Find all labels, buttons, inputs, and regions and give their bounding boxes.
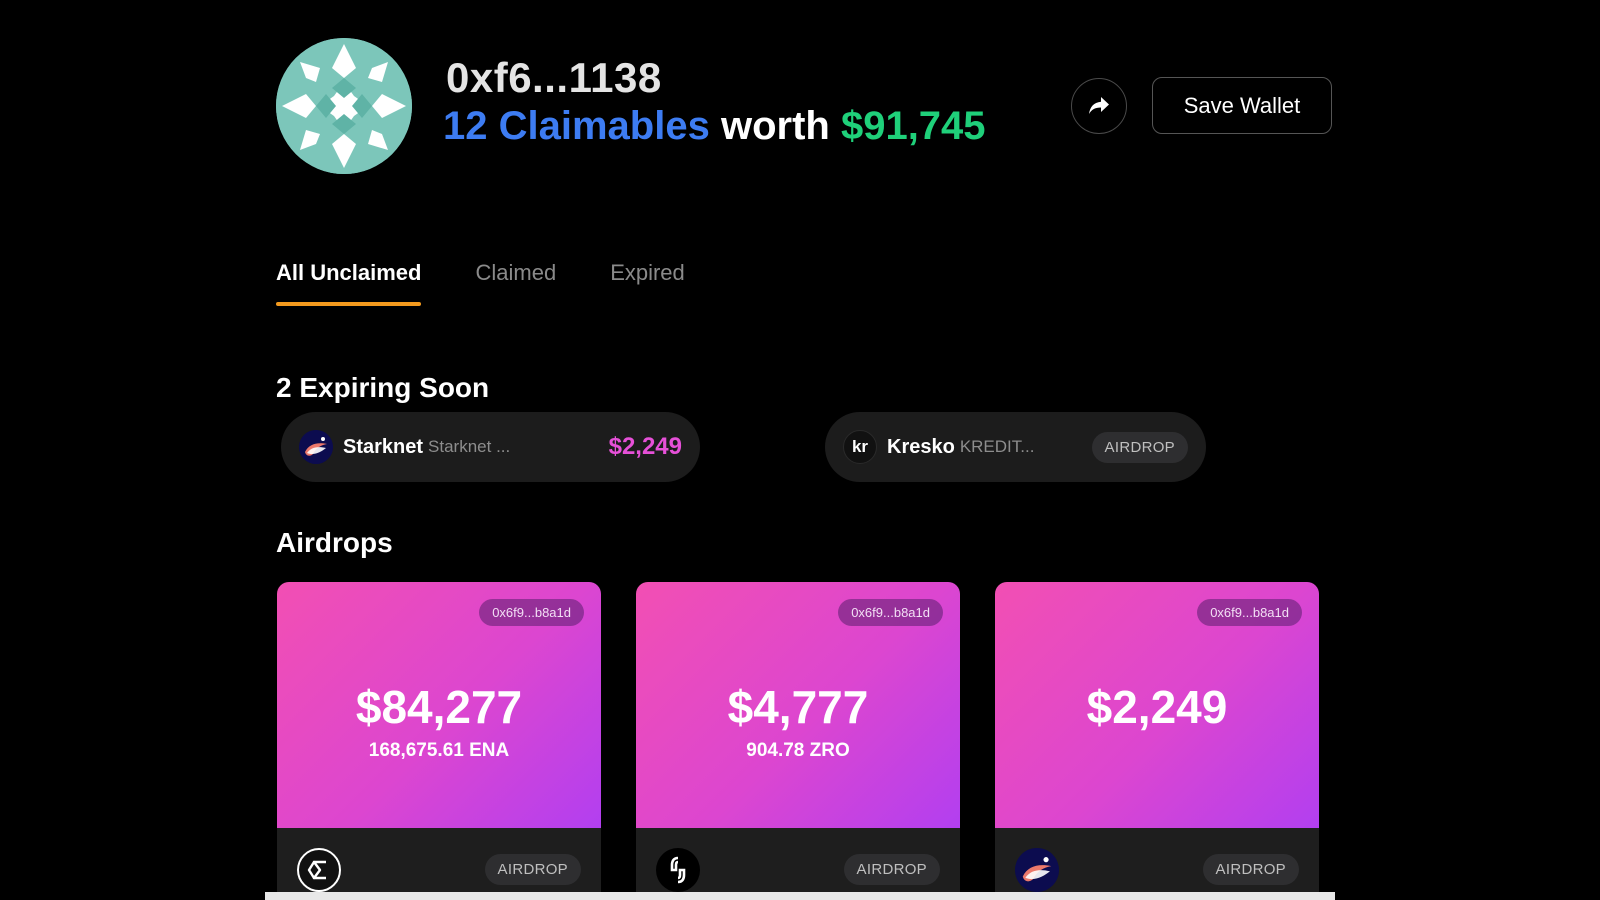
kresko-icon-text: kr (851, 437, 869, 456)
starknet-icon (1015, 848, 1059, 892)
ethena-icon (297, 848, 341, 892)
card-top: 0x6f9...b8a1d $84,277 168,675.61 ENA (277, 582, 601, 828)
tab-bar: All Unclaimed Claimed Expired (276, 260, 739, 310)
save-wallet-button[interactable]: Save Wallet (1152, 77, 1332, 134)
tab-all-unclaimed[interactable]: All Unclaimed (276, 260, 422, 306)
airdrop-badge: AIRDROP (484, 854, 581, 885)
kresko-icon: kr (843, 430, 877, 464)
airdrop-card-zro[interactable]: 0x6f9...b8a1d $4,777 904.78 ZRO AIRDROP (636, 582, 960, 900)
card-top: 0x6f9...b8a1d $2,249 (995, 582, 1319, 828)
airdrop-badge: AIRDROP (843, 854, 940, 885)
card-value: $84,277 (355, 681, 523, 733)
card-address-badge: 0x6f9...b8a1d (479, 599, 584, 626)
expiring-item-starknet[interactable]: Starknet Starknet ... $2,249 (281, 412, 700, 482)
card-footer: AIRDROP (636, 828, 960, 900)
card-address-badge: 0x6f9...b8a1d (1197, 599, 1302, 626)
card-token-amount: 904.78 ZRO (746, 740, 850, 761)
expiring-item-name: Starknet (343, 435, 424, 458)
expiring-item-kresko[interactable]: kr Kresko KREDIT... AIRDROP (825, 412, 1206, 482)
total-value: $91,745 (840, 104, 986, 148)
airdrops-heading: Airdrops (276, 527, 393, 558)
starknet-icon (299, 430, 333, 464)
layerzero-icon (656, 848, 700, 892)
airdrop-card-starknet[interactable]: 0x6f9...b8a1d $2,249 AIRDROP (995, 582, 1319, 900)
tab-expired[interactable]: Expired (610, 260, 685, 285)
card-footer: AIRDROP (995, 828, 1319, 900)
airdrop-badge: AIRDROP (1202, 854, 1299, 885)
expiring-item-subtitle: Starknet ... (428, 437, 511, 456)
expiring-item-value: $2,249 (608, 433, 682, 460)
wallet-address: 0xf6...1138 (446, 54, 662, 101)
avatar-pattern-icon (276, 38, 412, 174)
wallet-avatar (276, 38, 412, 174)
expiring-item-name: Kresko (887, 435, 955, 458)
airdrop-card-ena[interactable]: 0x6f9...b8a1d $84,277 168,675.61 ENA AIR… (277, 582, 601, 900)
claimables-count: 12 Claimables (443, 104, 710, 148)
claimables-summary: 12 Claimables worth $91,745 (443, 104, 986, 149)
worth-label: worth (720, 104, 830, 148)
expiring-soon-heading: 2 Expiring Soon (276, 372, 490, 403)
airdrop-badge: AIRDROP (1091, 431, 1188, 463)
card-value: $4,777 (727, 681, 869, 733)
card-value: $2,249 (1086, 681, 1228, 733)
card-address-badge: 0x6f9...b8a1d (838, 599, 943, 626)
share-button[interactable] (1071, 78, 1127, 134)
card-token-amount: 168,675.61 ENA (368, 740, 510, 761)
card-top: 0x6f9...b8a1d $4,777 904.78 ZRO (636, 582, 960, 828)
horizontal-scrollbar[interactable] (265, 892, 1335, 900)
card-footer: AIRDROP (277, 828, 601, 900)
tab-claimed[interactable]: Claimed (475, 260, 557, 285)
expiring-item-subtitle: KREDIT... (959, 437, 1035, 456)
share-arrow-icon (1089, 97, 1109, 114)
